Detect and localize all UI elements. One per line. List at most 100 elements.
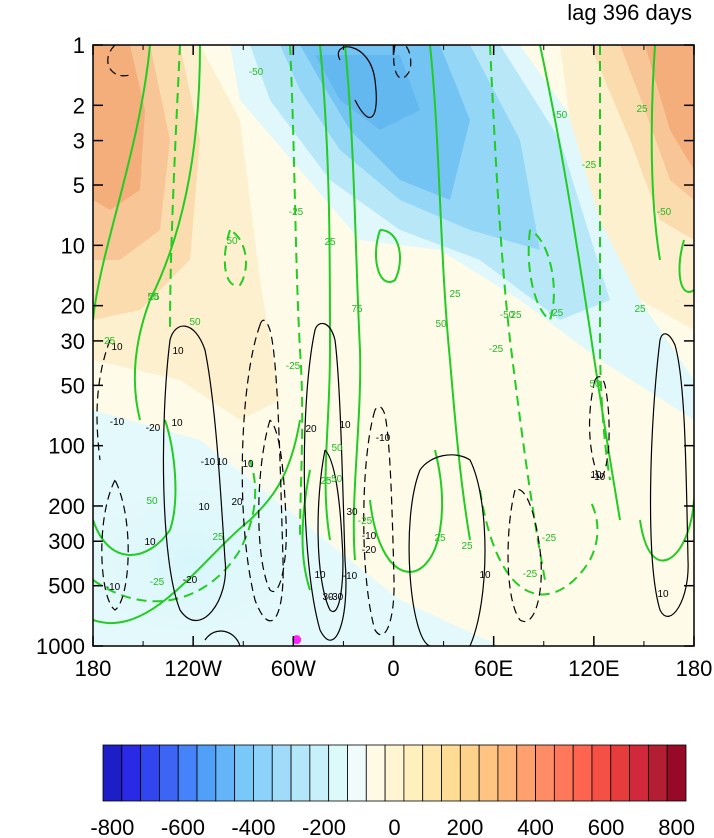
colorbar-box: [290, 744, 311, 802]
green-dashed-contour: [223, 229, 247, 287]
colorbar-box: [177, 744, 198, 802]
green-dashed-contour: [289, 45, 304, 541]
colorbar-box: [234, 744, 254, 802]
contour-label: -25: [101, 336, 116, 347]
location-marker: [292, 635, 302, 645]
x-tick-label: 120E: [568, 656, 619, 681]
y-tick-label: 200: [48, 494, 85, 519]
green-dashed-contour: [489, 45, 546, 581]
black-dashed-contour: [258, 419, 287, 593]
y-tick-label: 2: [73, 93, 85, 118]
black-contour: [317, 449, 344, 613]
contour-label: -30: [329, 592, 344, 603]
x-tick-label: 180: [676, 656, 713, 681]
colorbar-box: [497, 744, 518, 802]
colorbar-box: [140, 744, 160, 802]
contour-label: 75: [351, 304, 363, 315]
y-tick-label: 20: [61, 294, 85, 319]
green-contour: [650, 45, 661, 261]
contour-label: -25: [549, 308, 564, 319]
contour-label: -25: [358, 516, 373, 527]
contour-label: 50: [189, 317, 201, 328]
colorbar-box: [159, 744, 179, 802]
contour-label: -10: [362, 531, 377, 542]
contour-label: 25: [461, 541, 473, 552]
contour-label: 10: [339, 420, 351, 431]
contour-label: 25: [510, 310, 522, 321]
x-tick-label: 60E: [474, 656, 513, 681]
contour-label: 25: [434, 533, 446, 544]
colorbar-box: [478, 744, 499, 802]
contour-label: -25: [542, 533, 557, 544]
contour-label: -10: [110, 417, 125, 428]
contour-label: 30: [322, 592, 334, 603]
contour-lines: [93, 45, 694, 646]
black-contour: [162, 325, 227, 622]
colorbar-tick-label: 200: [447, 815, 484, 838]
colorbar-box: [629, 744, 649, 802]
x-tick-label: 180: [75, 656, 112, 681]
green-contour: [374, 229, 401, 283]
contour-label: -20: [362, 545, 377, 556]
green-dashed-contour: [93, 459, 257, 603]
colorbar-tick-label: 0: [388, 815, 400, 838]
contour-label: 50: [589, 379, 601, 390]
x-tick-label: 120W: [164, 656, 222, 681]
contour-label: 10: [479, 570, 491, 581]
colorbar-box: [591, 744, 612, 802]
y-tick-label: 1: [73, 33, 85, 58]
contour-label: -50: [657, 207, 672, 218]
colorbar-box: [441, 744, 461, 802]
colorbar-box: [422, 744, 442, 802]
green-contour: [319, 45, 332, 541]
green-contour: [133, 45, 201, 421]
colorbar-box: [347, 744, 367, 802]
black-contour: [337, 46, 377, 119]
contour-label: 25: [148, 292, 160, 303]
contour-label: 10: [590, 470, 602, 481]
contour-label: 50: [226, 236, 238, 247]
y-tick-label: 100: [48, 434, 85, 459]
y-tick-label: 30: [61, 329, 85, 354]
black-contour: [649, 333, 689, 617]
contour-label: -50: [249, 67, 264, 78]
colorbar-box: [196, 744, 217, 802]
black-dashed-contour: [507, 488, 542, 623]
colorbar-tick-label: 600: [588, 815, 625, 838]
green-dashed-contour: [479, 489, 599, 596]
contour-label: -25: [582, 160, 597, 171]
colorbar-tick-label: -200: [302, 815, 346, 838]
x-tick-label: 60W: [271, 656, 316, 681]
colorbar-box: [102, 744, 123, 802]
black-dashed-contour: [101, 479, 129, 611]
colorbar-box: [535, 744, 555, 802]
green-contour: [344, 45, 362, 561]
green-dashed-contour: [169, 45, 181, 331]
contour-label: -25: [489, 344, 504, 355]
colorbar-box: [403, 744, 424, 802]
colorbar-labels: -800 -600 -400 -200 0 200 400 600 800: [90, 815, 695, 838]
contour-label: -25: [150, 577, 165, 588]
contour-label: 20: [305, 424, 317, 435]
colorbar-box: [271, 744, 292, 802]
contour-label: -20: [146, 423, 161, 434]
y-tick-label: 5: [73, 173, 85, 198]
green-contour: [93, 45, 151, 321]
contour-label: 10: [171, 418, 183, 429]
y-tick-label: 1000: [36, 634, 85, 659]
colorbar-box: [572, 744, 593, 802]
colorbar-box: [121, 744, 142, 802]
contour-label: 10: [657, 589, 669, 600]
contour-label: -10: [106, 582, 121, 593]
colorbar-tick-label: -400: [231, 815, 275, 838]
y-tick-label: 300: [48, 529, 85, 554]
colorbar-box: [647, 744, 668, 802]
contour-label: -50: [500, 310, 515, 321]
green-contour: [429, 45, 471, 541]
green-contour: [93, 419, 177, 556]
colorbar-box: [365, 744, 386, 802]
shaded-field: [93, 45, 694, 646]
black-dashed-contour: [363, 406, 395, 636]
y-tick-label: 50: [61, 373, 85, 398]
